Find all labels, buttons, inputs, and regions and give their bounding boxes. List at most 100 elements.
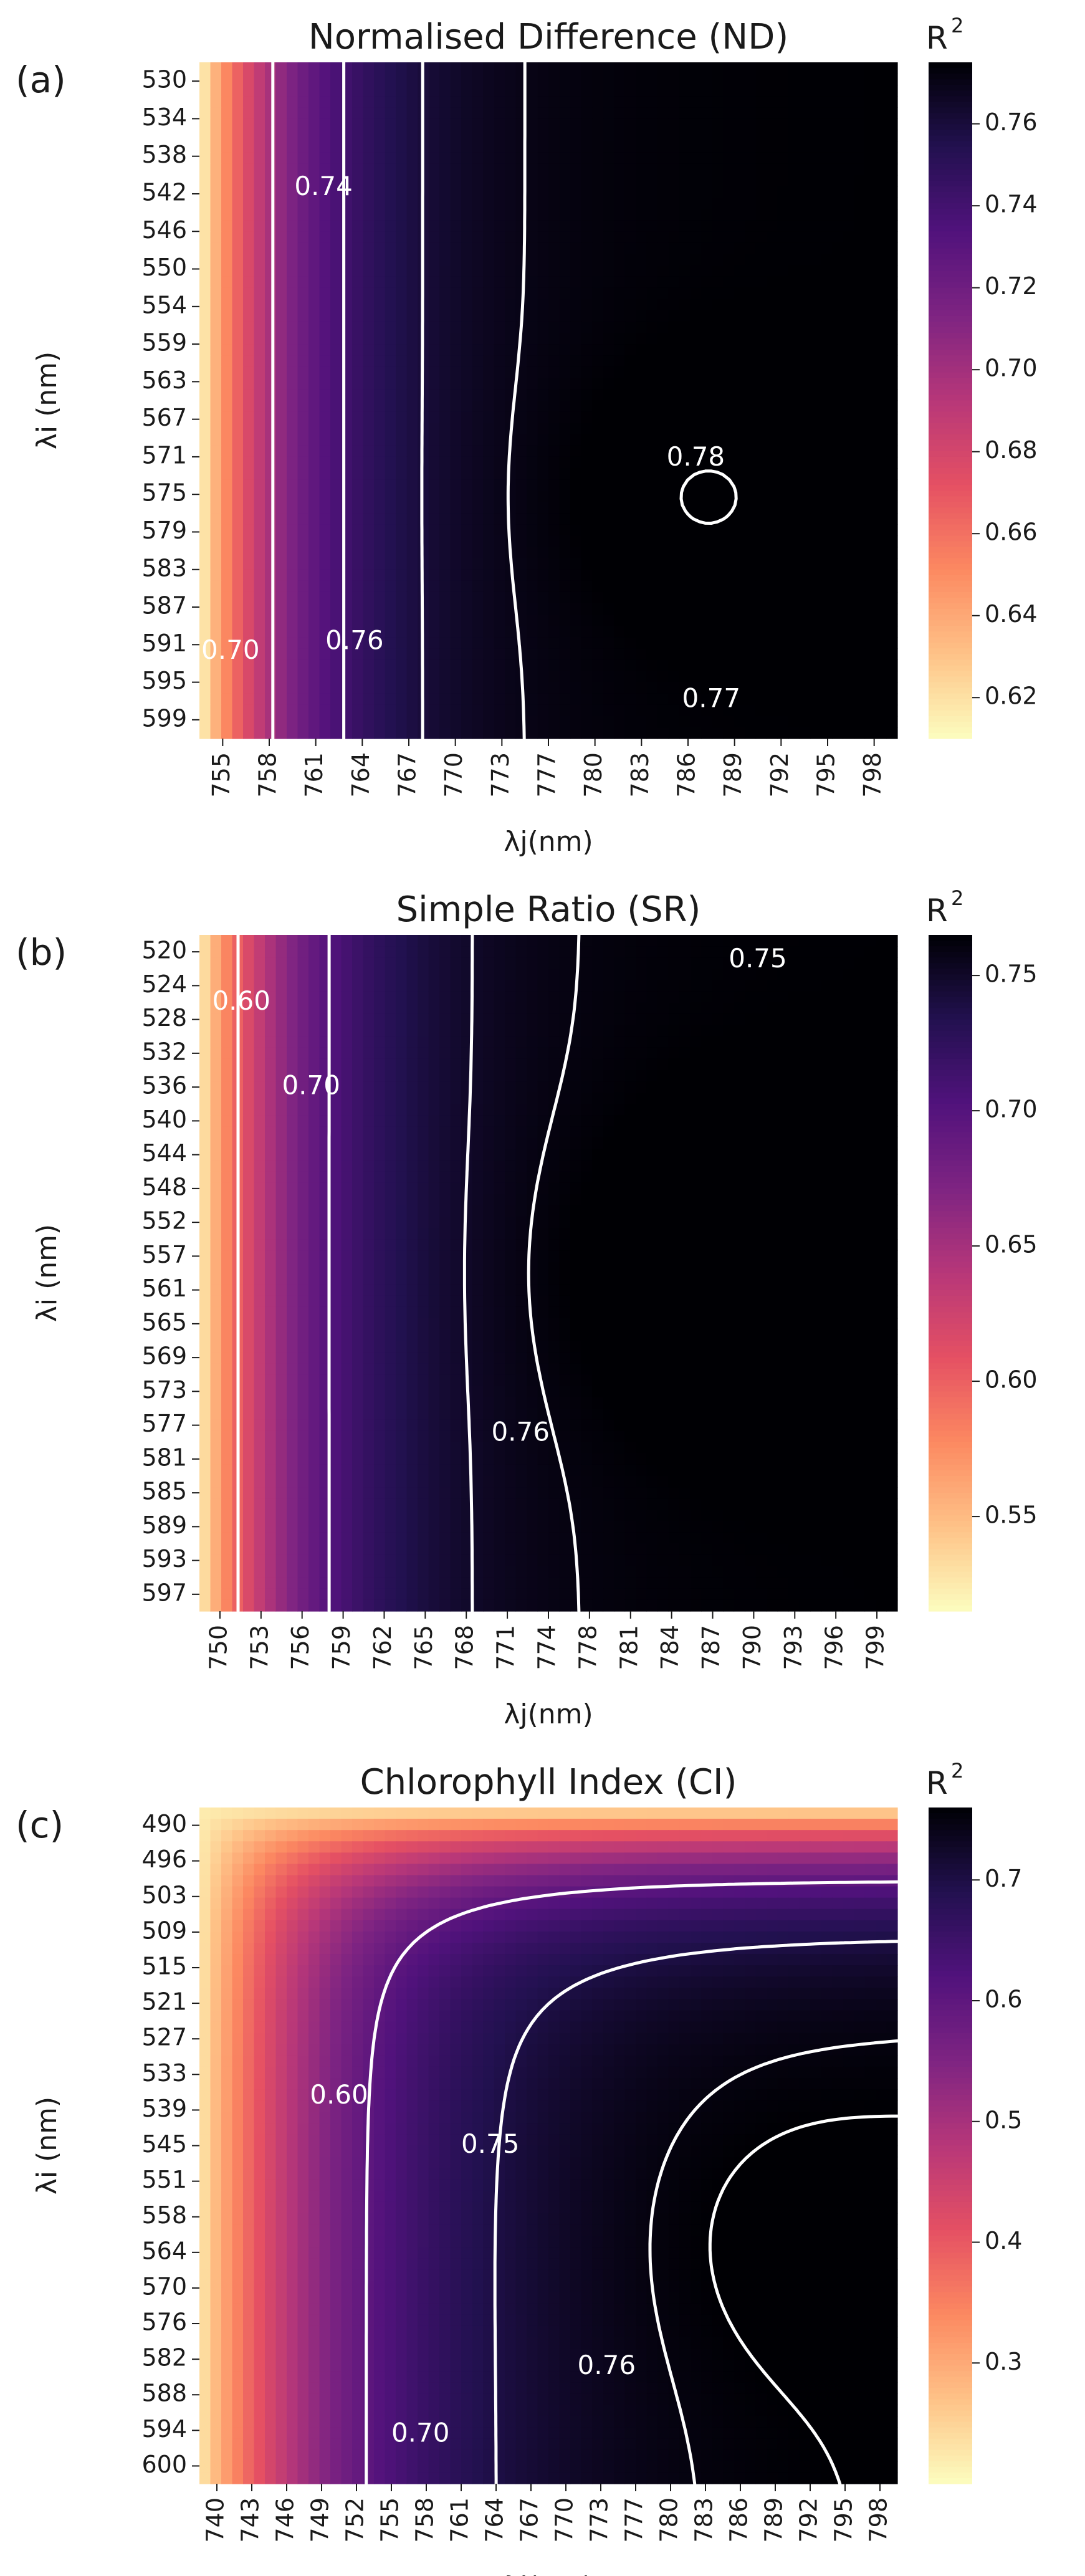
heatmap-cell bbox=[232, 558, 244, 570]
heatmap-cell bbox=[210, 333, 222, 345]
heatmap-cell bbox=[581, 716, 593, 728]
heatmap-cell bbox=[723, 107, 735, 120]
heatmap-cell bbox=[308, 141, 320, 153]
heatmap-cell bbox=[450, 344, 462, 356]
heatmap-cell bbox=[614, 580, 626, 593]
heatmap-cell bbox=[363, 299, 375, 311]
heatmap-cell bbox=[614, 1036, 626, 1048]
heatmap-cell bbox=[319, 389, 331, 401]
heatmap-cell bbox=[636, 1058, 648, 1071]
heatmap-cell bbox=[548, 378, 560, 390]
heatmap-cell bbox=[221, 389, 233, 401]
heatmap-cell bbox=[864, 378, 876, 390]
heatmap-cell bbox=[799, 693, 811, 706]
heatmap-cell bbox=[723, 186, 735, 198]
heatmap-cell bbox=[287, 969, 299, 980]
heatmap-cell bbox=[592, 991, 604, 1003]
heatmap-cell bbox=[832, 580, 844, 593]
heatmap-cell bbox=[614, 591, 626, 604]
heatmap-cell bbox=[701, 242, 713, 255]
heatmap-cell bbox=[199, 321, 211, 333]
colorbar-swatch bbox=[929, 699, 972, 706]
heatmap-cell bbox=[221, 198, 233, 209]
heatmap-cell bbox=[450, 434, 462, 446]
colorbar-swatch bbox=[929, 456, 972, 463]
heatmap-cell bbox=[614, 547, 626, 559]
heatmap-cell bbox=[483, 1047, 495, 1060]
heatmap-cell bbox=[657, 671, 669, 683]
heatmap-cell bbox=[265, 637, 277, 649]
heatmap-cell bbox=[483, 445, 495, 457]
heatmap-cell bbox=[428, 321, 440, 333]
heatmap-cell bbox=[439, 1013, 451, 1026]
colorbar-swatch bbox=[929, 265, 972, 272]
heatmap-cell bbox=[265, 400, 277, 413]
heatmap-cell bbox=[799, 716, 811, 728]
heatmap-cell bbox=[319, 333, 331, 345]
heatmap-cell bbox=[363, 198, 375, 209]
heatmap-cell bbox=[864, 456, 876, 469]
heatmap-cell bbox=[734, 1002, 745, 1015]
heatmap-cell bbox=[876, 1058, 887, 1071]
heatmap-cell bbox=[712, 400, 724, 413]
heatmap-cell bbox=[537, 1058, 549, 1071]
heatmap-cell bbox=[439, 355, 451, 367]
heatmap-cell bbox=[515, 693, 527, 706]
heatmap-cell bbox=[287, 704, 299, 717]
heatmap-cell bbox=[199, 74, 211, 85]
heatmap-cell bbox=[374, 141, 386, 153]
heatmap-cell bbox=[319, 491, 331, 502]
heatmap-cell bbox=[243, 727, 255, 739]
heatmap-cell bbox=[734, 591, 745, 604]
heatmap-cell bbox=[646, 1070, 658, 1082]
heatmap-cell bbox=[287, 479, 299, 491]
heatmap-cell bbox=[385, 693, 396, 706]
heatmap-cell bbox=[886, 152, 898, 165]
heatmap-cell bbox=[287, 220, 299, 232]
heatmap-cell bbox=[614, 265, 626, 277]
heatmap-cell bbox=[679, 366, 691, 378]
heatmap-cell bbox=[515, 502, 527, 514]
heatmap-cell bbox=[363, 62, 375, 74]
heatmap-cell bbox=[330, 163, 342, 176]
heatmap-cell bbox=[603, 220, 614, 232]
heatmap-cell bbox=[461, 648, 473, 661]
heatmap-cell bbox=[396, 479, 408, 491]
heatmap-cell bbox=[363, 423, 375, 435]
heatmap-cell bbox=[548, 118, 560, 131]
heatmap-cell bbox=[810, 969, 822, 980]
heatmap-cell bbox=[450, 445, 462, 457]
heatmap-cell bbox=[799, 355, 811, 367]
heatmap-cell bbox=[712, 220, 724, 232]
heatmap-cell bbox=[308, 118, 320, 131]
heatmap-cell bbox=[679, 321, 691, 333]
heatmap-cell bbox=[810, 615, 822, 626]
heatmap-cell bbox=[668, 186, 680, 198]
heatmap-cell bbox=[559, 704, 571, 717]
heatmap-cell bbox=[297, 615, 309, 626]
heatmap-cell bbox=[330, 637, 342, 649]
heatmap-cell bbox=[832, 333, 844, 345]
heatmap-cell bbox=[439, 242, 451, 255]
heatmap-cell bbox=[646, 547, 658, 559]
heatmap-cell bbox=[483, 355, 495, 367]
heatmap-cell bbox=[308, 671, 320, 683]
heatmap-cell bbox=[701, 1070, 713, 1082]
colorbar-swatch bbox=[929, 146, 972, 153]
heatmap-cell bbox=[854, 423, 866, 435]
heatmap-cell bbox=[701, 378, 713, 390]
heatmap-cell bbox=[810, 603, 822, 615]
heatmap-cell bbox=[232, 310, 244, 322]
heatmap-cell bbox=[494, 62, 505, 74]
heatmap-cell bbox=[418, 935, 429, 947]
heatmap-cell bbox=[864, 727, 876, 739]
heatmap-cell bbox=[854, 175, 866, 187]
heatmap-cell bbox=[821, 716, 833, 728]
heatmap-cell bbox=[243, 265, 255, 277]
heatmap-cell bbox=[527, 626, 538, 638]
heatmap-cell bbox=[690, 389, 702, 401]
heatmap-cell bbox=[385, 366, 396, 378]
heatmap-cell bbox=[657, 935, 669, 947]
heatmap-cell bbox=[810, 220, 822, 232]
heatmap-cell bbox=[199, 946, 211, 958]
